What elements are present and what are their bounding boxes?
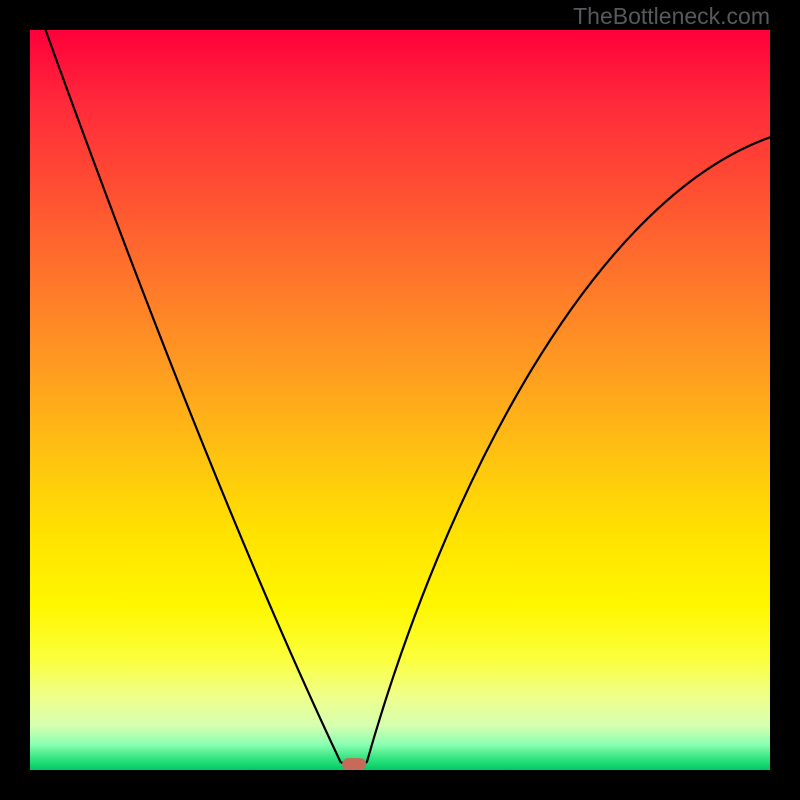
optimal-point-marker (342, 758, 366, 770)
watermark-text: TheBottleneck.com (573, 3, 770, 30)
bottleneck-chart (30, 30, 770, 770)
outer-frame: TheBottleneck.com (0, 0, 800, 800)
